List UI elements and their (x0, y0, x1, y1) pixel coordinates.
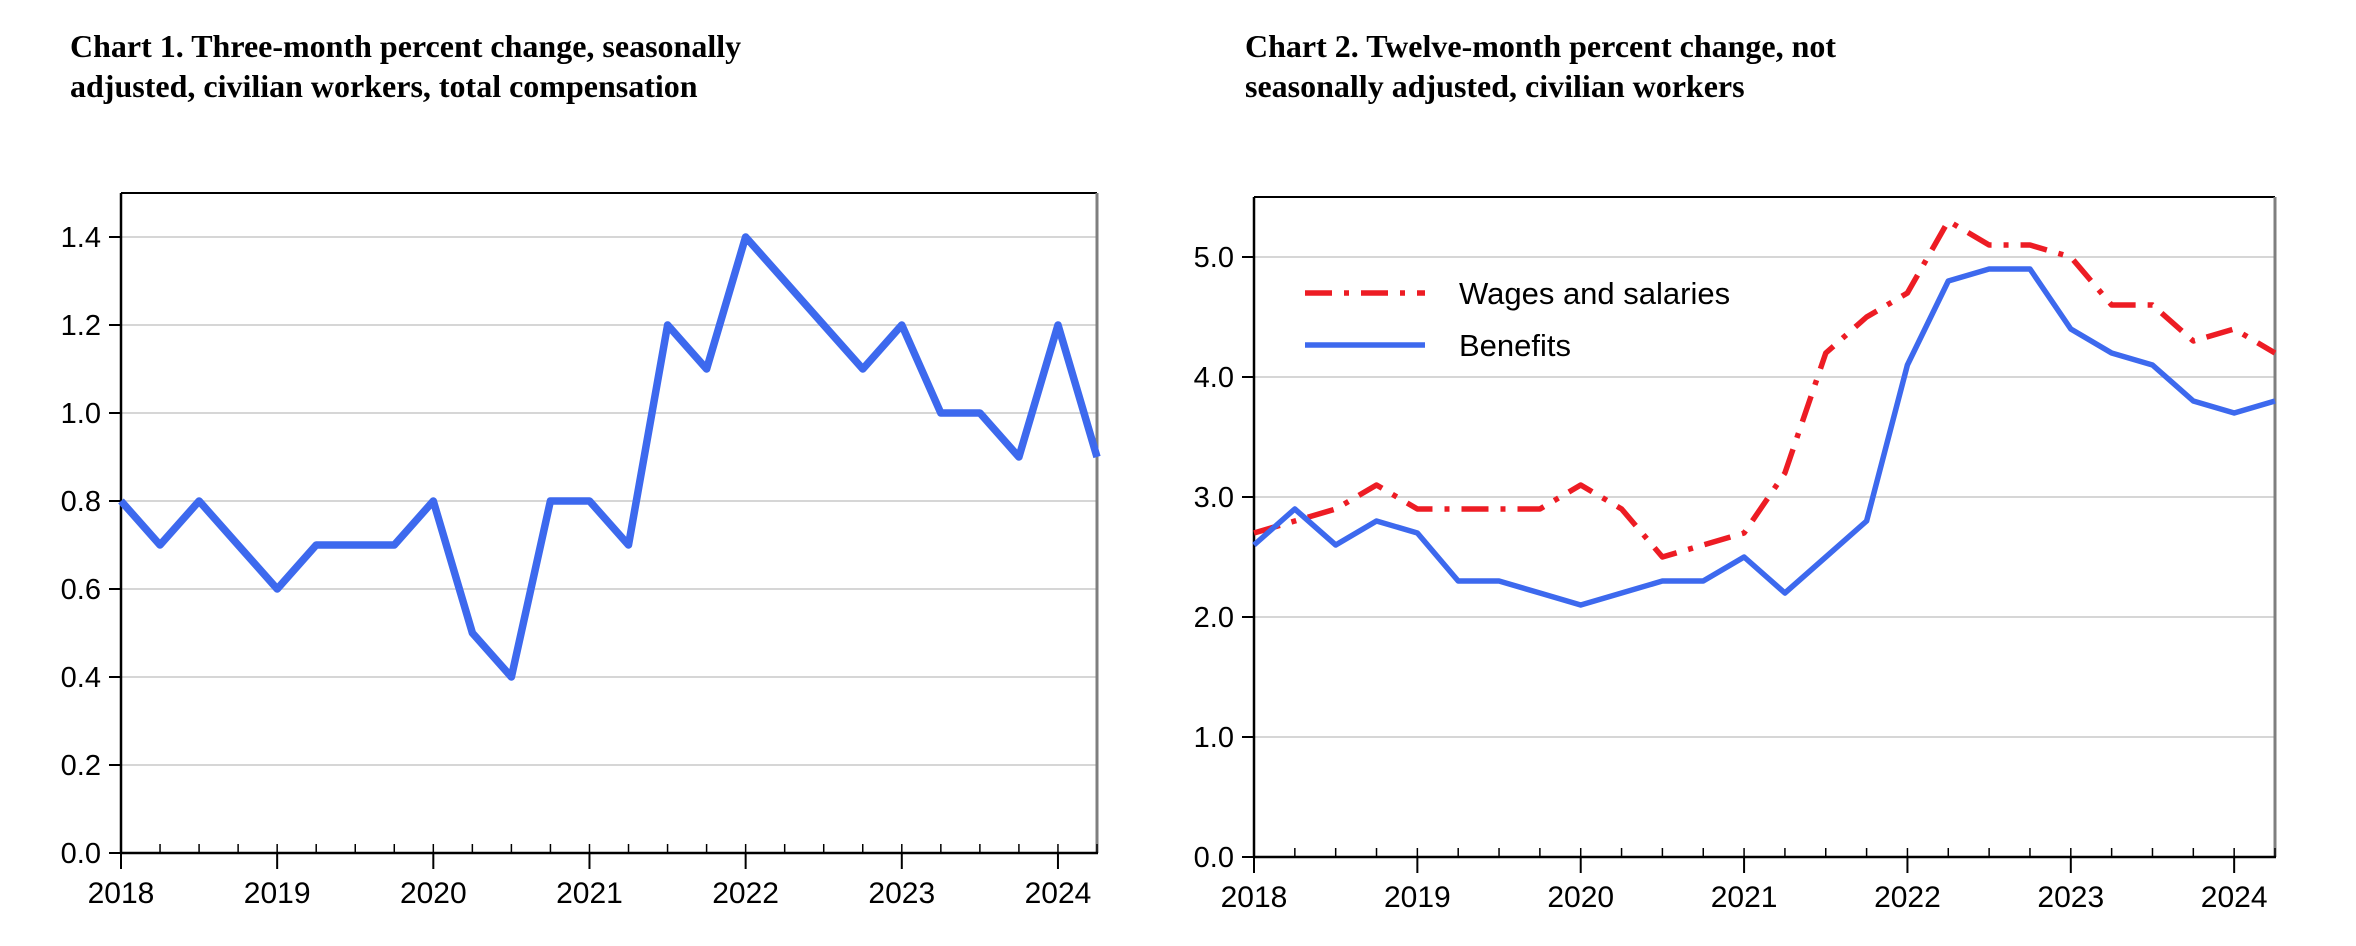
chart1-series-line-0 (118, 233, 1101, 681)
chart1-x-tick-label: 2022 (712, 877, 779, 910)
chart1-title-line2: adjusted, civilian workers, total compen… (70, 68, 698, 104)
chart2-y-tick-label: 4.0 (1194, 362, 1234, 394)
chart1-x-tick-label: 2023 (868, 877, 935, 910)
chart2-y-tick-label: 0.0 (1194, 842, 1234, 874)
chart2-x-tick-label: 2021 (1711, 881, 1778, 914)
chart2-y-tick-label: 2.0 (1194, 602, 1234, 634)
chart2-title-line2: seasonally adjusted, civilian workers (1245, 68, 1745, 104)
chart2-x-tick-label: 2020 (1547, 881, 1614, 914)
chart1-x-tick-label: 2024 (1025, 877, 1092, 910)
chart1-x-tick-label: 2020 (400, 877, 467, 910)
chart2-x-tick-label: 2019 (1384, 881, 1451, 914)
chart1-y-tick-label: 0.2 (61, 750, 101, 782)
chart2-title: Chart 2. Twelve-month percent change, no… (1245, 26, 2005, 106)
chart2-title-line1: Chart 2. Twelve-month percent change, no… (1245, 28, 1837, 64)
chart1-x-tick-label: 2018 (88, 877, 155, 910)
chart1-y-tick-label: 1.0 (61, 398, 101, 430)
chart2-x-tick-label: 2018 (1221, 881, 1288, 914)
chart1-x-tick-label: 2019 (244, 877, 311, 910)
chart2-legend-label-0: Wages and salaries (1459, 276, 1730, 311)
chart2-series-line-0 (1253, 218, 2277, 560)
chart1-y-tick-label: 1.2 (61, 310, 101, 342)
chart2-legend-label-1: Benefits (1459, 328, 1571, 363)
chart1-y-tick-label: 0.8 (61, 486, 101, 518)
chart1-y-tick-label: 1.4 (61, 222, 101, 254)
chart1-y-tick-label: 0.4 (61, 662, 101, 694)
chart1-x-tick-label: 2021 (556, 877, 623, 910)
chart1-y-tick-label: 0.0 (61, 838, 101, 870)
chart2-y-tick-label: 3.0 (1194, 482, 1234, 514)
chart2-x-tick-label: 2024 (2201, 881, 2268, 914)
chart1-y-tick-label: 0.6 (61, 574, 101, 606)
chart2-y-tick-label: 5.0 (1194, 242, 1234, 274)
chart2-x-tick-label: 2023 (2037, 881, 2104, 914)
chart1-title: Chart 1. Three-month percent change, sea… (70, 26, 770, 106)
chart2-series-line-1 (1252, 266, 2276, 608)
chart2-y-tick-label: 1.0 (1194, 722, 1234, 754)
chart1-title-line1: Chart 1. Three-month percent change, sea… (70, 28, 742, 64)
chart2-x-tick-label: 2022 (1874, 881, 1941, 914)
